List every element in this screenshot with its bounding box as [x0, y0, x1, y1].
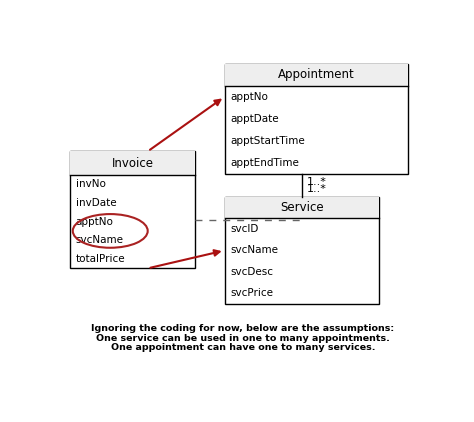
- Text: apptNo: apptNo: [230, 92, 268, 102]
- Text: 1..*: 1..*: [307, 177, 327, 187]
- Text: invDate: invDate: [76, 198, 117, 208]
- Text: svcName: svcName: [76, 235, 124, 245]
- Text: totalPrice: totalPrice: [76, 254, 126, 264]
- Text: One service can be used in one to many appointments.: One service can be used in one to many a…: [96, 334, 390, 343]
- Text: apptDate: apptDate: [230, 114, 279, 124]
- Text: svcName: svcName: [230, 246, 278, 255]
- Text: svcDesc: svcDesc: [230, 267, 273, 277]
- Bar: [225, 64, 408, 86]
- Bar: [225, 64, 408, 174]
- Text: apptStartTime: apptStartTime: [230, 136, 305, 146]
- Text: svcID: svcID: [230, 224, 258, 234]
- Text: 1..*: 1..*: [307, 184, 327, 194]
- Text: apptEndTime: apptEndTime: [230, 158, 299, 168]
- Text: Service: Service: [280, 201, 324, 214]
- Text: Invoice: Invoice: [112, 157, 154, 170]
- Text: Appointment: Appointment: [278, 68, 355, 81]
- Bar: [70, 151, 195, 268]
- Bar: [225, 197, 379, 218]
- Text: invNo: invNo: [76, 179, 106, 189]
- Text: One appointment can have one to many services.: One appointment can have one to many ser…: [110, 344, 375, 352]
- Bar: [70, 151, 195, 175]
- Text: Ignoring the coding for now, below are the assumptions:: Ignoring the coding for now, below are t…: [91, 324, 394, 333]
- Text: apptNo: apptNo: [76, 216, 114, 227]
- Bar: [225, 197, 379, 304]
- Text: svcPrice: svcPrice: [230, 288, 273, 298]
